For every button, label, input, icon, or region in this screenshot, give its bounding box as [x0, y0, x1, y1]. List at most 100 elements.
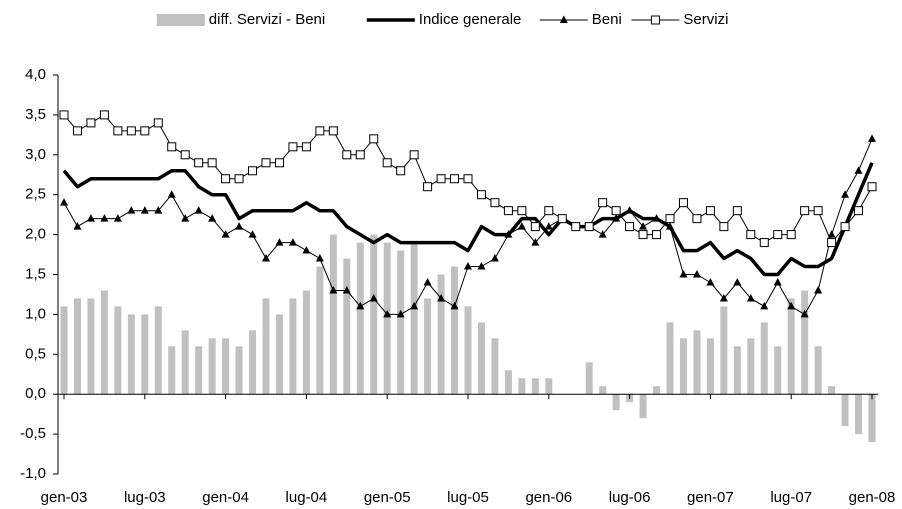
bar	[706, 338, 714, 395]
marker	[315, 126, 325, 136]
bar	[801, 290, 809, 395]
marker	[140, 206, 149, 214]
marker	[423, 277, 432, 286]
marker	[463, 174, 473, 184]
marker	[60, 198, 68, 206]
marker	[315, 254, 324, 262]
y-tick-label: 0,0	[25, 385, 46, 402]
marker	[800, 309, 809, 318]
bar	[73, 298, 81, 395]
bar	[208, 338, 216, 395]
legend-marker	[559, 15, 568, 23]
marker	[787, 301, 796, 310]
bar	[114, 306, 122, 395]
marker	[328, 126, 338, 136]
marker	[288, 142, 298, 152]
marker	[410, 301, 419, 310]
bar	[289, 298, 297, 395]
x-tick-label: gen-04	[202, 489, 249, 506]
marker	[86, 214, 95, 222]
line	[62, 162, 874, 277]
legend-label: Beni	[592, 11, 622, 28]
x-tick-label: lug-03	[124, 489, 166, 506]
bar	[141, 314, 149, 395]
marker	[746, 293, 755, 302]
marker	[356, 301, 365, 310]
bar	[356, 242, 364, 395]
marker	[598, 230, 607, 238]
marker	[477, 262, 486, 270]
marker	[113, 126, 123, 136]
y-tick-label: 1,0	[25, 305, 46, 322]
marker	[732, 206, 742, 216]
marker	[450, 301, 459, 310]
marker	[437, 293, 446, 302]
legend-label: Servizi	[683, 11, 728, 28]
marker	[840, 222, 850, 232]
bar	[127, 314, 135, 395]
bar	[828, 386, 836, 395]
bar	[464, 306, 472, 395]
marker	[678, 198, 688, 208]
marker	[706, 277, 715, 286]
bar	[383, 242, 391, 395]
marker	[274, 158, 284, 168]
bar	[181, 330, 189, 395]
marker	[153, 118, 163, 128]
bar	[855, 394, 863, 435]
bar	[87, 298, 95, 395]
bar	[653, 386, 661, 395]
marker	[841, 190, 850, 198]
bar	[679, 338, 687, 395]
marker	[167, 142, 177, 152]
marker	[181, 214, 190, 222]
y-tick-label: -0,5	[20, 425, 46, 442]
marker	[436, 174, 446, 184]
marker	[221, 174, 231, 184]
y-tick-label: 4,0	[25, 66, 46, 83]
marker	[759, 238, 769, 248]
y-tick-label: 3,0	[25, 146, 46, 163]
marker	[261, 158, 271, 168]
bar	[424, 298, 432, 395]
marker	[705, 206, 715, 216]
bar	[787, 298, 795, 395]
marker	[598, 198, 608, 208]
marker	[342, 150, 352, 160]
bar	[814, 346, 822, 395]
marker	[423, 182, 433, 192]
marker	[813, 206, 823, 216]
marker	[652, 214, 661, 222]
bar	[329, 234, 337, 395]
marker	[180, 150, 190, 160]
marker	[827, 238, 837, 248]
marker	[396, 309, 405, 318]
marker	[814, 285, 823, 294]
marker	[571, 222, 581, 232]
marker	[342, 285, 351, 294]
marker	[383, 309, 392, 318]
marker	[369, 293, 378, 302]
bar	[720, 306, 728, 395]
bar	[275, 314, 283, 395]
marker	[773, 230, 783, 240]
marker	[692, 214, 702, 224]
marker	[611, 206, 621, 216]
marker	[827, 230, 836, 238]
x-tick-label: lug-07	[770, 489, 812, 506]
legend-label: Indice generale	[419, 11, 522, 28]
bar	[235, 346, 243, 395]
marker	[867, 182, 877, 192]
bar	[518, 378, 526, 395]
y-tick-label: 3,5	[25, 106, 46, 123]
marker	[584, 222, 594, 232]
marker	[113, 214, 122, 222]
bar	[545, 378, 553, 395]
bar	[747, 338, 755, 395]
legend-label: diff. Servizi - Beni	[209, 11, 325, 28]
bar	[397, 250, 405, 395]
line	[63, 138, 873, 315]
y-tick-label: -1,0	[20, 465, 46, 482]
marker	[490, 254, 499, 262]
marker	[531, 238, 540, 246]
